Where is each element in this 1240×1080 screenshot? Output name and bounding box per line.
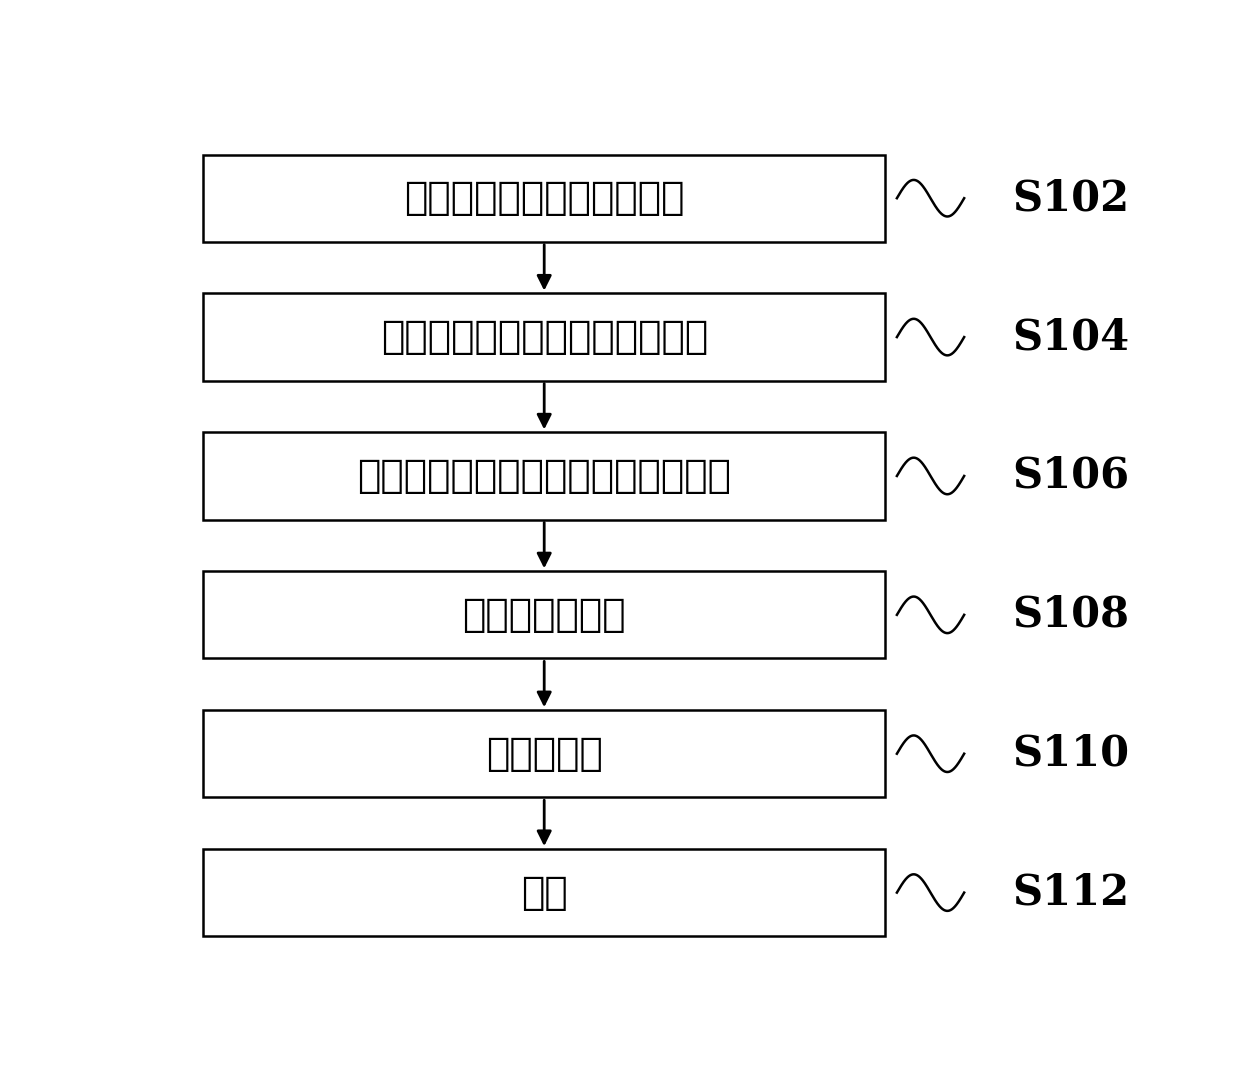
Text: S112: S112 (1012, 872, 1130, 914)
Bar (203, 154, 885, 242)
Text: 切筋: 切筋 (521, 874, 568, 912)
Text: S110: S110 (1012, 732, 1130, 774)
Bar (203, 849, 885, 936)
Text: S106: S106 (1012, 455, 1130, 497)
Text: 芯片的固化: 芯片的固化 (486, 734, 603, 772)
Bar (203, 294, 885, 381)
Text: 对晶圆划片，得到单个硅片: 对晶圆划片，得到单个硅片 (404, 179, 684, 217)
Text: 对硅片进行贴片，得到芯片本体: 对硅片进行贴片，得到芯片本体 (381, 319, 708, 356)
Text: S108: S108 (1012, 594, 1130, 636)
Bar (203, 571, 885, 659)
Bar (203, 432, 885, 519)
Text: 对芯片进行塑封: 对芯片进行塑封 (463, 596, 626, 634)
Text: S102: S102 (1012, 177, 1130, 219)
Bar (203, 710, 885, 797)
Text: 对芯片本体和引线框架进行引线键合: 对芯片本体和引线框架进行引线键合 (357, 457, 732, 495)
Text: S104: S104 (1012, 316, 1130, 359)
